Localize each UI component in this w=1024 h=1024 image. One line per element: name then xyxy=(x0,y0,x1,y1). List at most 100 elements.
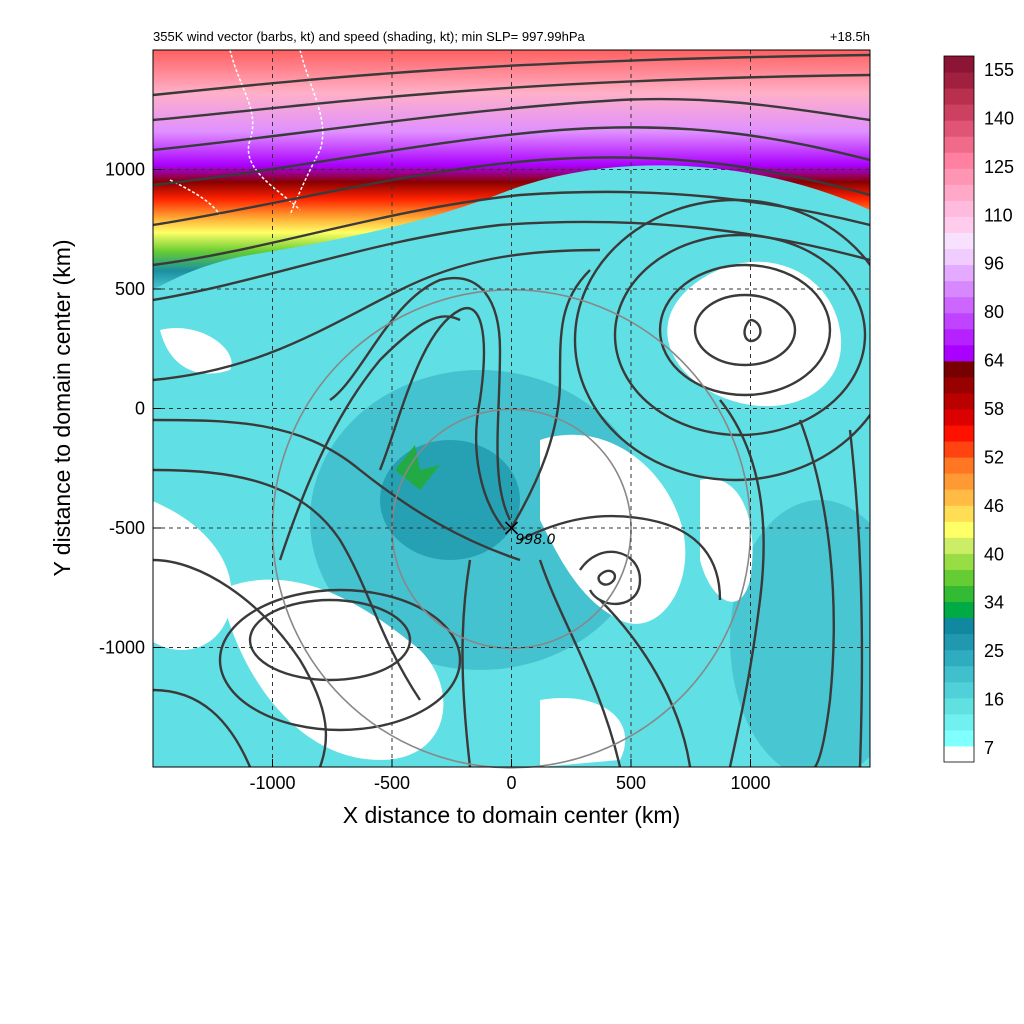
colorbar-swatch xyxy=(944,392,974,410)
streamline xyxy=(278,315,461,561)
x-axis-ticks: -1000 -500 0 500 1000 xyxy=(249,759,771,793)
southwest-gyre xyxy=(248,598,412,682)
colorbar-swatch xyxy=(944,200,974,217)
x-axis-label: X distance to domain center (km) xyxy=(343,802,680,828)
colorbar: 7 16 25 34 40 46 52 58 64 80 96 110 125 140 155 xyxy=(943,55,1014,763)
streamline xyxy=(153,126,870,187)
colorbar-swatch xyxy=(944,232,974,250)
streamline xyxy=(599,599,692,767)
y-axis-ticks: -1000 -500 0 500 1000 xyxy=(99,160,161,658)
colorbar-swatch xyxy=(944,489,974,506)
y-axis-label: Y distance to domain center (km) xyxy=(49,239,75,576)
anticyclone-calm xyxy=(667,261,842,407)
colorbar-swatch xyxy=(944,296,974,314)
colorbar-swatch xyxy=(944,264,974,282)
range-circle-1000km xyxy=(271,288,752,769)
streamline xyxy=(153,558,328,767)
streamline xyxy=(153,418,521,562)
speed-shading xyxy=(153,50,870,767)
y-tick-label: 0 xyxy=(135,399,145,419)
colorbar-swatch xyxy=(944,360,974,378)
x-tick-label: 500 xyxy=(616,773,646,793)
colorbar-swatch xyxy=(944,521,974,538)
colorbar-swatch xyxy=(944,553,974,570)
colorbar-swatch xyxy=(944,56,974,73)
colorbar-swatch xyxy=(944,745,974,763)
x-tick-label: 1000 xyxy=(730,773,770,793)
storm-x-icon xyxy=(504,521,519,535)
storm-pressure-label: 998.0 xyxy=(516,532,556,548)
colorbar-swatch xyxy=(944,409,974,426)
colorbar-swatch xyxy=(944,344,974,362)
colorbar-swatch xyxy=(944,72,974,89)
streamline xyxy=(153,97,870,152)
colorbar-label: 110 xyxy=(984,205,1013,225)
colorbar-swatch xyxy=(944,697,974,715)
colorbar-label: 125 xyxy=(984,157,1014,177)
streamline xyxy=(519,514,722,601)
colorbar-swatch xyxy=(944,665,974,683)
colorbar-swatch xyxy=(944,168,974,185)
colorbar-label: 25 xyxy=(984,641,1004,661)
colorbar-swatch xyxy=(944,585,974,603)
chart-title: 355K wind vector (barbs, kt) and speed (… xyxy=(153,29,586,44)
colorbar-swatch xyxy=(944,505,974,522)
colorbar-swatch xyxy=(944,441,974,458)
y-tick-label: -500 xyxy=(109,518,145,538)
streamline xyxy=(329,277,512,521)
streamline xyxy=(848,429,864,767)
streamline xyxy=(378,307,506,531)
streamline xyxy=(153,73,870,122)
y-tick-label: 500 xyxy=(115,279,145,299)
colorbar-swatch xyxy=(944,649,974,667)
east-shading xyxy=(730,500,870,767)
colorbar-swatch xyxy=(944,601,974,619)
colorbar-swatch xyxy=(944,376,974,394)
range-circles xyxy=(271,288,752,769)
colorbar-swatch xyxy=(944,104,974,121)
x-tick-label: 0 xyxy=(506,773,516,793)
streamline xyxy=(719,399,765,767)
colorbar-swatch xyxy=(944,425,974,442)
colorbar-swatch xyxy=(944,88,974,105)
colorbar-label: 58 xyxy=(984,399,1004,419)
storm-marker: 998.0 xyxy=(504,521,556,548)
colorbar-swatch xyxy=(944,152,974,169)
colorbar-swatch xyxy=(944,457,974,474)
anticyclone-loop xyxy=(613,233,867,437)
streamline xyxy=(153,468,421,701)
west-calm xyxy=(153,501,232,650)
colorbar-label: 64 xyxy=(984,351,1004,371)
colorbar-swatch xyxy=(944,136,974,153)
streamline xyxy=(153,688,252,767)
colorbar-swatch xyxy=(944,729,974,747)
anticyclone-center xyxy=(743,318,762,343)
colorbar-swatch xyxy=(944,328,974,346)
colorbar-label: 46 xyxy=(984,496,1004,516)
streamline xyxy=(153,248,601,382)
colorbar-swatch xyxy=(944,248,974,266)
colorbar-swatch xyxy=(944,617,974,635)
southeast-calm xyxy=(540,434,686,624)
colorbar-swatch xyxy=(944,312,974,330)
colorbar-label: 7 xyxy=(984,738,994,758)
y-tick-label: -1000 xyxy=(99,638,145,658)
green-patch xyxy=(395,445,440,490)
colorbar-label: 34 xyxy=(984,593,1004,613)
colorbar-swatch xyxy=(944,280,974,298)
east-calm xyxy=(700,478,753,602)
x-tick-label: -500 xyxy=(374,773,410,793)
colorbar-swatch xyxy=(944,216,974,233)
colorbar-frame xyxy=(943,55,975,763)
anticyclone-loop xyxy=(693,293,797,367)
forecast-hour: +18.5h xyxy=(830,29,870,44)
colorbar-swatch xyxy=(944,184,974,201)
colorbar-label: 80 xyxy=(984,302,1004,322)
streamline xyxy=(508,269,591,531)
y-tick-label: 1000 xyxy=(105,160,145,180)
colorbar-swatch xyxy=(944,473,974,490)
colorbar-label: 40 xyxy=(984,544,1004,564)
streamline xyxy=(538,559,622,767)
range-circle-500km xyxy=(391,408,632,650)
